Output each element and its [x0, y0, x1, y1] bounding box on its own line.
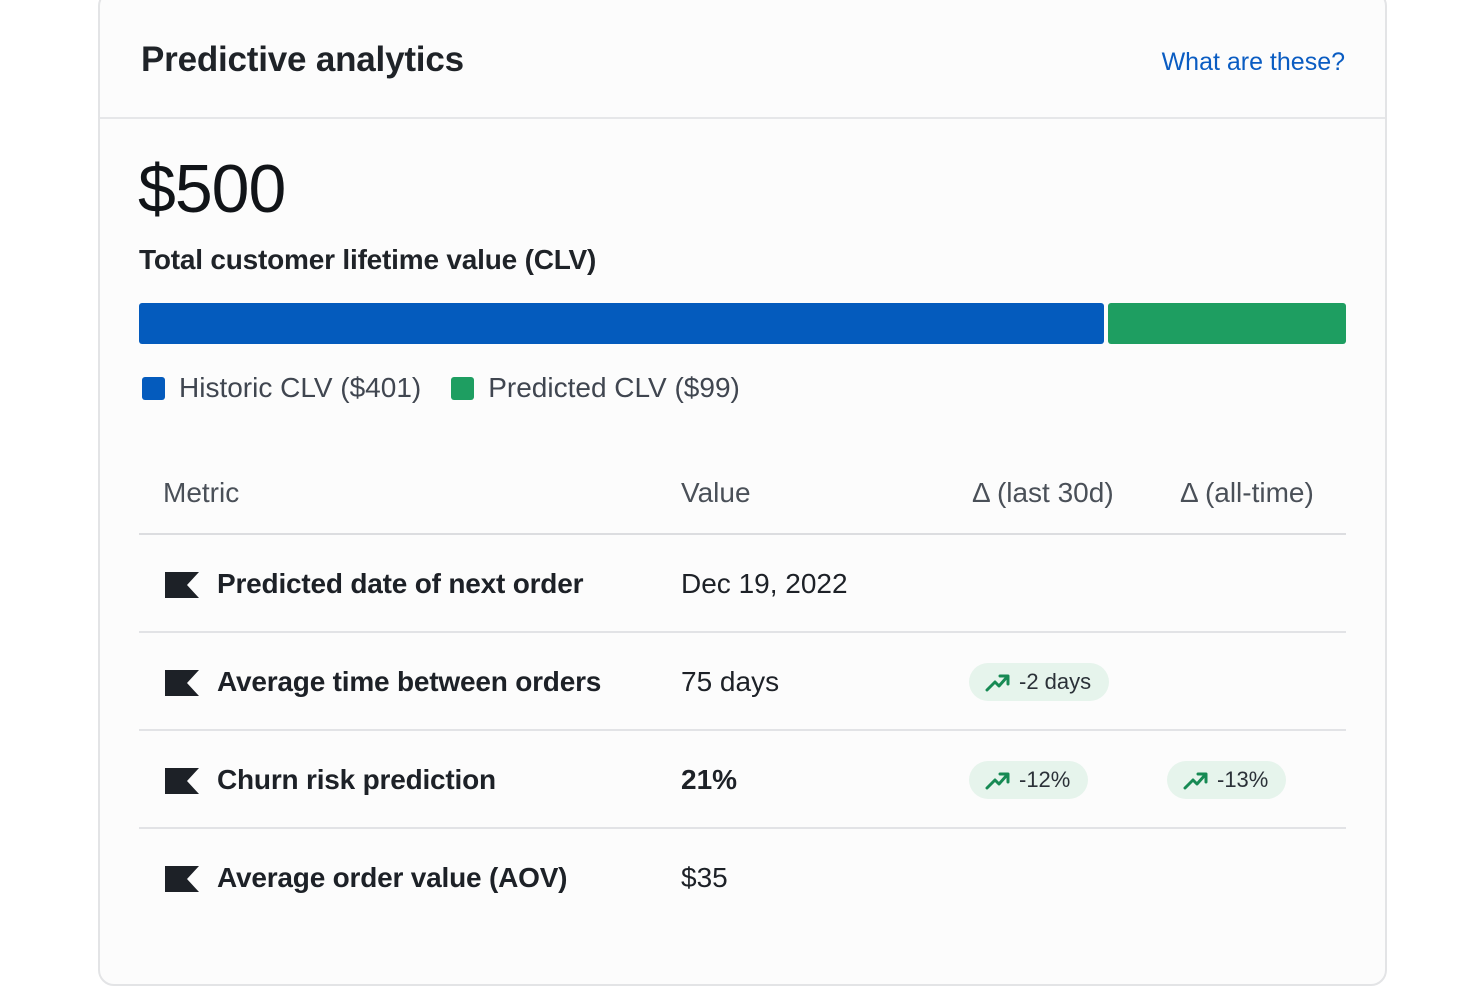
header-metric: Metric [163, 477, 240, 508]
header-delta-all-time: Δ (all-time) [1180, 477, 1314, 508]
legend-item-historic: Historic CLV ($401) [142, 372, 421, 404]
table-row: Churn risk prediction 21% -12% -13% [139, 731, 1346, 829]
metric-value: Dec 19, 2022 [681, 568, 848, 599]
historic-swatch [142, 376, 165, 400]
delta-all-time-badge: -13% [1167, 761, 1287, 799]
metric-name: Churn risk prediction [217, 764, 496, 795]
flag-icon [165, 670, 199, 696]
metrics-table: Metric Value Δ (last 30d) Δ (all-time) P… [139, 447, 1346, 927]
header-value: Value [681, 477, 751, 508]
total-clv-value: $500 [138, 151, 286, 227]
total-clv-label: Total customer lifetime value (CLV) [139, 244, 597, 275]
metric-value: 21% [681, 764, 738, 795]
card-title: Predictive analytics [141, 40, 464, 79]
flag-icon [165, 866, 199, 892]
metric-name: Average time between orders [217, 666, 602, 697]
metric-value: 75 days [681, 666, 780, 697]
flag-icon [165, 572, 199, 598]
trend-up-arrow-icon [985, 671, 1019, 693]
historic-clv-segment [139, 303, 1104, 344]
table-row: Average time between orders 75 days -2 day… [139, 633, 1346, 731]
card-header: Predictive analytics What are these? [100, 0, 1385, 119]
predicted-clv-segment [1107, 303, 1346, 344]
delta-30d-badge: -2 days [969, 663, 1110, 701]
legend-label-predicted: Predicted CLV ($99) [488, 372, 740, 403]
clv-breakdown-bar [139, 303, 1346, 344]
legend-item-predicted: Predicted CLV ($99) [451, 372, 740, 404]
table-row: Predicted date of next order Dec 19, 2022 [139, 535, 1346, 633]
metric-name: Predicted date of next order [217, 568, 584, 599]
what-are-these-link[interactable]: What are these? [1161, 48, 1345, 76]
metric-value: $35 [681, 862, 728, 893]
metrics-table-body: Predicted date of next order Dec 19, 2022… [139, 535, 1346, 927]
delta-value: -12% [1019, 767, 1071, 792]
clv-legend: Historic CLV ($401) Predicted CLV ($99) [142, 372, 770, 404]
delta-value: -13% [1217, 767, 1269, 792]
trend-up-arrow-icon [985, 769, 1019, 791]
predictive-analytics-card: Predictive analytics What are these? $50… [98, 0, 1387, 986]
predicted-swatch [451, 376, 475, 400]
metric-name: Average order value (AOV) [217, 862, 568, 893]
delta-30d-badge: -12% [969, 761, 1089, 799]
delta-value: -2 days [1019, 669, 1092, 694]
flag-icon [165, 768, 199, 794]
trend-up-arrow-icon [1183, 769, 1217, 791]
table-row: Average order value (AOV) $35 [139, 829, 1346, 927]
metrics-table-header: Metric Value Δ (last 30d) Δ (all-time) [139, 447, 1346, 535]
legend-label-historic: Historic CLV ($401) [179, 372, 422, 403]
header-delta-30d: Δ (last 30d) [972, 477, 1114, 508]
